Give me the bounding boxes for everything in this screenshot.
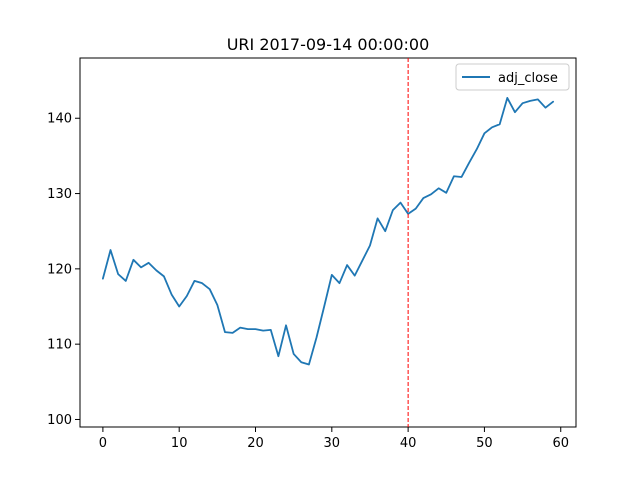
legend-label: adj_close: [498, 71, 558, 86]
x-tick-label: 20: [247, 436, 264, 451]
series-line-adj_close: [101, 97, 555, 366]
x-tick-label: 0: [99, 436, 107, 451]
y-tick-label: 140: [47, 112, 72, 127]
y-tick-label: 110: [47, 338, 72, 353]
series-layer: [101, 97, 555, 366]
chart-title: URI 2017-09-14 00:00:00: [227, 35, 430, 54]
plot-area: [79, 57, 577, 428]
x-tick-label: 50: [476, 436, 493, 451]
legend: adj_close: [455, 63, 570, 91]
x-tick-label: 30: [324, 436, 341, 451]
y-tick-label: 130: [47, 187, 72, 202]
x-tick-label: 40: [400, 436, 417, 451]
x-tick-label: 10: [171, 436, 188, 451]
y-tick-label: 100: [47, 413, 72, 428]
y-tick-label: 120: [47, 262, 72, 277]
y-axis: 100 110 120 130 140: [47, 112, 80, 428]
x-axis: 0 10 20 30 40 50 60: [99, 427, 569, 451]
legend-box: [455, 63, 570, 91]
x-tick-label: 60: [552, 436, 569, 451]
